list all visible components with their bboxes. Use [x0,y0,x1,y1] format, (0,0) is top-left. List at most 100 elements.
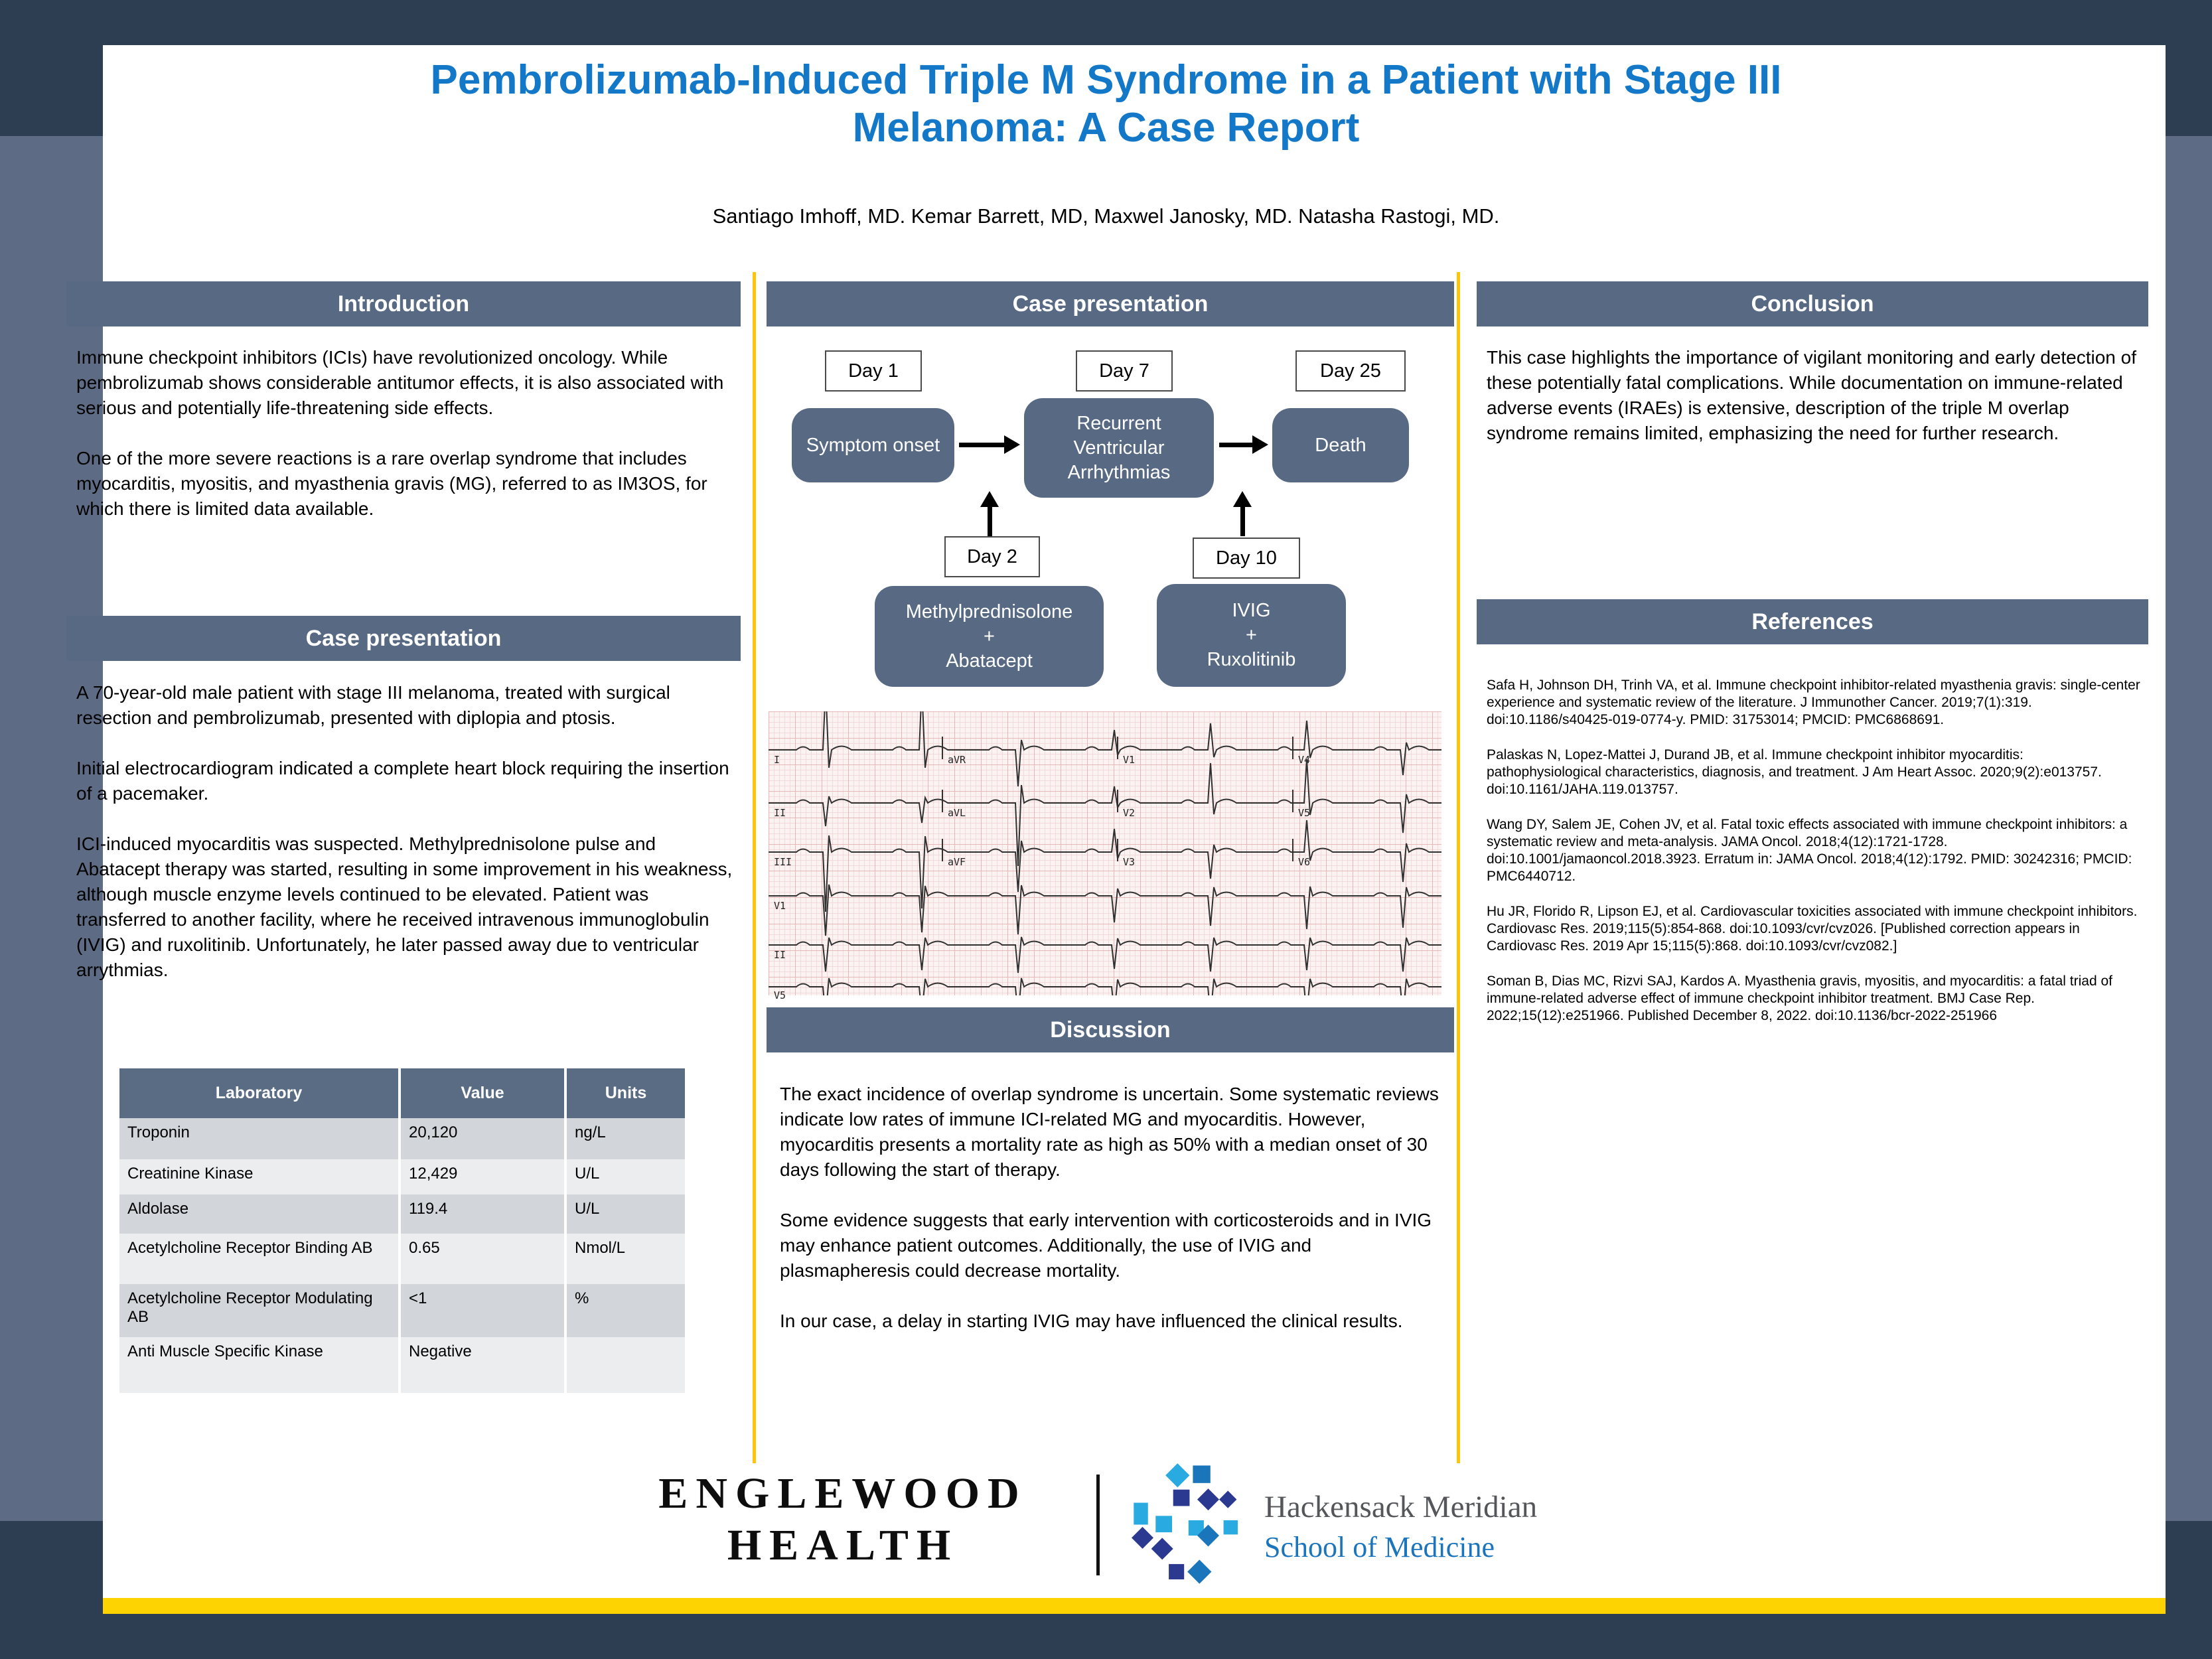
table-row: Anti Muscle Specific Kinase Negative [119,1337,685,1393]
column-divider-right [1457,272,1460,1463]
discussion-text: The exact incidence of overlap syndrome … [780,1082,1443,1359]
ecg-lead-label: V2 [1123,807,1136,819]
school-of-medicine-wordmark: School of Medicine [1264,1531,1495,1563]
case-paragraph: ICI-induced myocarditis was suspected. M… [76,833,733,980]
ecg-lead-label: V6 [1298,856,1311,868]
lab-units: U/L [564,1159,685,1194]
lab-name: Troponin [119,1118,398,1159]
lab-value: Negative [398,1337,564,1393]
discussion-paragraph: In our case, a delay in starting IVIG ma… [780,1311,1403,1331]
ecg-lead-label: aVR [948,754,966,766]
ecg-lead-label: II [774,807,786,819]
timeline-ivig-box: IVIG + Ruxolitinib [1157,584,1346,687]
reference-item: Wang DY, Salem JE, Cohen JV, et al. Fata… [1487,817,2132,884]
table-row: Creatinine Kinase 12,429 U/L [119,1159,685,1194]
reference-item: Soman B, Dias MC, Rizvi SAJ, Kardos A. M… [1487,974,2113,1023]
arrow-up-icon [1233,491,1252,536]
timeline-day10-label: Day 10 [1193,538,1300,579]
timeline-day2-label: Day 2 [944,536,1040,577]
drug-line: Ruxolitinib [1207,649,1296,670]
ecg-lead-label: aVL [948,807,966,819]
authors-line: Santiago Imhoff, MD. Kemar Barrett, MD, … [712,204,1500,228]
lab-value: <1 [398,1284,564,1337]
footer-divider [1096,1475,1100,1575]
references-text: Safa H, Johnson DH, Trinh VA, et al. Imm… [1487,677,2140,1043]
ecg-lead-label: aVF [948,856,966,868]
ecg-lead-label: V1 [1123,754,1136,766]
case-presentation-left-header-label: Case presentation [305,625,502,651]
conclusion-text: This case highlights the importance of v… [1487,345,2144,471]
table-row: Aldolase 119.4 U/L [119,1194,685,1234]
frame-left-strip-middle [0,136,103,1521]
table-row: Troponin 20,120 ng/L [119,1118,685,1159]
hackensack-meridian-logo-icon [1132,1463,1238,1584]
lab-units: % [564,1284,685,1337]
lab-name: Anti Muscle Specific Kinase [119,1337,398,1393]
section-bar-case-presentation-middle: Case presentation [767,281,1454,326]
case-paragraph: A 70-year-old male patient with stage II… [76,682,670,728]
table-header-row: Laboratory Value Units [119,1068,685,1118]
poster-title-line2: Melanoma: A Case Report [852,105,1360,151]
lab-name: Aldolase [119,1194,398,1234]
introduction-paragraph: Immune checkpoint inhibitors (ICIs) have… [76,347,724,418]
section-bar-discussion: Discussion [767,1007,1454,1052]
englewood-logo-line2: HEALTH [727,1521,959,1569]
introduction-header-label: Introduction [337,291,470,317]
table-row: Acetylcholine Receptor Binding AB 0.65 N… [119,1234,685,1284]
table-header-laboratory: Laboratory [119,1068,398,1118]
timeline-recurrent-arrhythmias-box: Recurrent Ventricular Arrhythmias [1024,398,1214,498]
drug-line: Abatacept [946,650,1033,672]
conclusion-header-label: Conclusion [1751,291,1874,317]
introduction-text: Immune checkpoint inhibitors (ICIs) have… [76,345,737,547]
lab-name: Acetylcholine Receptor Binding AB [119,1234,398,1284]
ecg-lead-label: V4 [1298,754,1311,766]
section-bar-conclusion: Conclusion [1477,281,2148,326]
table-header-units: Units [564,1068,685,1118]
drug-line: Methylprednisolone [905,601,1073,622]
frame-right-strip-middle [2166,136,2212,1521]
poster-title: Pembrolizumab-Induced Triple M Syndrome … [133,56,2079,152]
timeline-diagram: Day 1 Day 7 Day 25 Symptom onset Recurre… [767,335,1454,710]
lab-units [564,1337,685,1393]
frame-bottom-band [0,1614,2212,1659]
ecg-lead-label: III [774,856,792,868]
arrow-right-icon [1219,435,1268,454]
englewood-health-logo: ENGLEWOOD HEALTH [624,1468,1062,1571]
lab-units: Nmol/L [564,1234,685,1284]
lab-units: U/L [564,1194,685,1234]
lab-value: 0.65 [398,1234,564,1284]
discussion-paragraph: The exact incidence of overlap syndrome … [780,1084,1439,1180]
reference-item: Palaskas N, Lopez-Mattei J, Durand JB, e… [1487,747,2102,797]
frame-right-strip-top [2166,45,2212,136]
laboratory-table: Laboratory Value Units Troponin 20,120 n… [119,1068,685,1393]
lab-value: 119.4 [398,1194,564,1234]
table-row: Acetylcholine Receptor Modulating AB <1 … [119,1284,685,1337]
timeline-death-box: Death [1272,408,1409,482]
poster-title-line1: Pembrolizumab-Induced Triple M Syndrome … [430,57,1782,103]
frame-left-strip-top [0,45,103,136]
ecg-lead-label: I [774,754,780,766]
timeline-symptom-onset-box: Symptom onset [792,408,954,482]
arrow-right-icon [959,435,1020,454]
timeline-day1-label: Day 1 [825,350,922,392]
ecg-lead-label: V5 [774,989,786,1001]
frame-top-band [0,0,2212,45]
ecg-lead-label: V1 [774,900,786,912]
ecg-image: I aVR V1 V4 II aVL V2 V5 III aVF V3 V6 V… [769,711,1441,1001]
bottom-yellow-stripe [103,1598,2166,1614]
lab-value: 20,120 [398,1118,564,1159]
case-presentation-text: A 70-year-old male patient with stage II… [76,680,740,1008]
section-bar-introduction: Introduction [66,281,741,326]
references-header-label: References [1751,609,1874,634]
drug-line: IVIG [1232,600,1271,621]
arrow-up-icon [980,491,999,536]
reference-item: Safa H, Johnson DH, Trinh VA, et al. Imm… [1487,678,2140,727]
section-bar-case-presentation-left: Case presentation [66,616,741,661]
plus-sign: + [984,625,995,647]
hackensack-meridian-wordmark: Hackensack Meridian [1264,1490,1538,1524]
lab-value: 12,429 [398,1159,564,1194]
lab-name: Creatinine Kinase [119,1159,398,1194]
discussion-paragraph: Some evidence suggests that early interv… [780,1210,1432,1281]
case-presentation-middle-header-label: Case presentation [1012,291,1209,317]
timeline-day7-label: Day 7 [1076,350,1173,392]
